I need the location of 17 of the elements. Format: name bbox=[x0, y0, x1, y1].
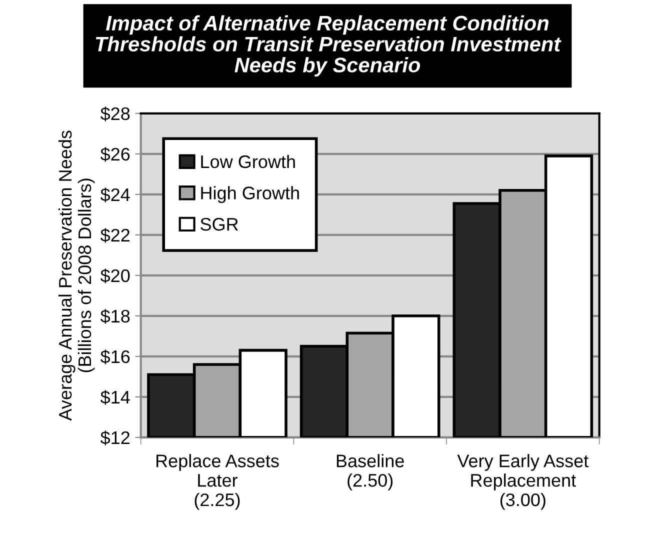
y-tick-label: $18 bbox=[100, 309, 130, 324]
y-tick-label: $22 bbox=[100, 228, 130, 243]
y-tick-label: $16 bbox=[100, 350, 130, 364]
chart-title: Impact of Alternative Replacement Condition Thresholds on Transit Preservation Investment Needs by Scenario bbox=[96, 15, 562, 77]
y-tick-label: $28 bbox=[100, 106, 130, 122]
x-tick-label: Replace Assets Later (2.25) bbox=[156, 454, 279, 510]
x-tick-label: Very Early Asset Replacement (3.00) bbox=[457, 454, 589, 510]
y-tick-label: $14 bbox=[100, 390, 130, 405]
y-tick-label: $20 bbox=[100, 268, 130, 284]
y-tick-label: $26 bbox=[100, 147, 130, 162]
legend-label: High Growth bbox=[201, 186, 299, 203]
x-tick-label: Baseline (2.50) bbox=[336, 454, 404, 490]
legend-label: SGR bbox=[200, 218, 238, 231]
legend-label: Low Growth bbox=[201, 154, 295, 168]
y-axis-title: Average Annual Preservation Needs (Billions of 2008 Dollars) bbox=[58, 130, 95, 421]
y-tick-label: $24 bbox=[100, 188, 130, 202]
y-tick-label: $12 bbox=[100, 430, 130, 446]
